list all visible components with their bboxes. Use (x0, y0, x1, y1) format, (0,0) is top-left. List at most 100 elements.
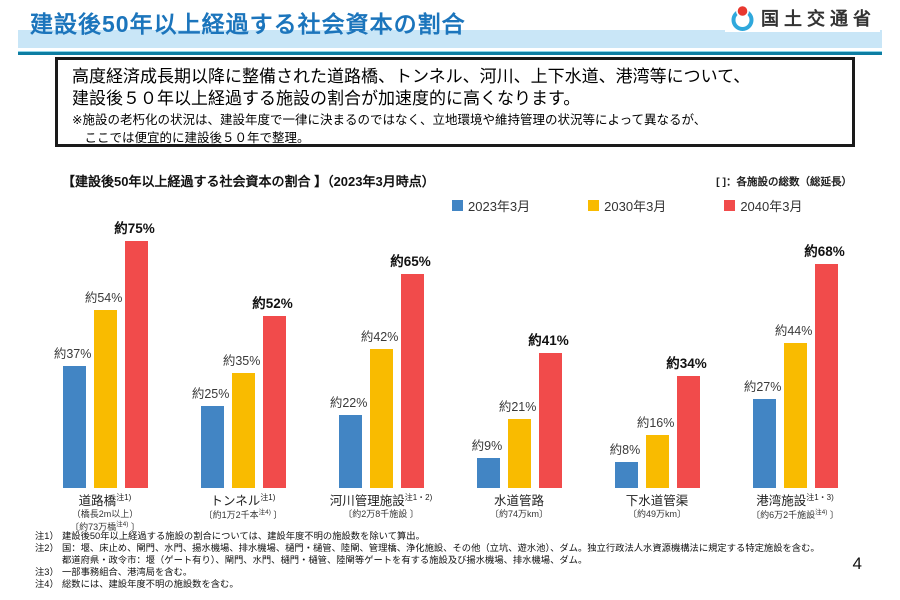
category-label-4: 水道管路 〔約74万km〕 (490, 490, 548, 521)
footnote-text: 国：堰、床止め、閘門、水門、揚水機場、排水機場、樋門・樋管、陸閘、管理橋、浄化施… (62, 542, 820, 553)
category-label-3: 河川管理施設注1・2) 〔約2万8千施設 〕 (330, 490, 433, 521)
bar-slot: 約37% (54, 225, 91, 488)
mlit-logo-text: 国土交通省 (761, 9, 876, 29)
category-name: 河川管理施設注1・2) (329, 492, 433, 508)
footnote-prefix: 注2） (35, 542, 59, 553)
category-sublabel: 〔約74万km〕 (489, 509, 549, 519)
bar-group-6: 約27% 約44% 約68% (744, 225, 845, 488)
category-sublabel: 〔約49万km〕 (627, 509, 687, 519)
legend-swatch (588, 200, 600, 211)
bar-2023年3月 (477, 458, 500, 488)
bar-2030年3月 (94, 309, 117, 488)
bar-value-label: 約25% (191, 386, 230, 401)
mlit-logo-icon (729, 4, 756, 32)
bar-value-label: 約22% (329, 396, 368, 411)
category-name: 道路橋注1) (78, 492, 132, 508)
bar-value-label: 約34% (666, 355, 707, 371)
bar-2030年3月 (646, 435, 669, 488)
bar-slot: 約54% (85, 225, 122, 488)
category-sublabel: 〔約2万8千施設 〕 (343, 509, 419, 519)
bar-slot: 約52% (252, 225, 293, 488)
bar-group-3: 約22% 約42% 約65% (330, 225, 431, 488)
bar-2023年3月 (615, 461, 638, 488)
footnote-line-4: 注3） 一部事務組合、港湾局を含む。 (35, 567, 880, 579)
chart-legend: 2023年3月 2030年3月 2040年3月 (452, 196, 802, 215)
summary-note-1: ※施設の老朽化の状況は、建設年度で一律に決まるのではなく、立地環境や維持管理の状… (72, 112, 707, 127)
bar-chart: 約37% 約54% 約75% 約25% 約35% 約52% 約22% 約42% 約65% 約9% 約… (0, 221, 900, 488)
category-label-6: 港湾施設注1・3) 〔約6万2千施設注4) 〕 (751, 490, 839, 522)
category-sublabel: 〔約73万橋注4) 〕 (70, 520, 140, 532)
bar-value-label: 約21% (498, 399, 537, 414)
summary-note-2: ここでは便宜的に建設後５０年で整理。 (84, 130, 310, 145)
legend-swatch (724, 200, 736, 211)
bar-slot: 約16% (637, 225, 674, 488)
bar-slot: 約75% (114, 221, 155, 488)
category-name: トンネル注1) (210, 492, 276, 508)
bar-value-label: 約65% (390, 253, 431, 269)
legend-item-2: 2030年3月 (588, 196, 666, 215)
footnotes: 注1） 建設後50年以上経過する施設の割合については、建設年度不明の施設数を除いて… (35, 531, 880, 590)
bar-slot: 約9% (472, 225, 502, 488)
bar-2040年3月 (401, 273, 424, 488)
footnote-line-2: 注2） 国：堰、床止め、閘門、水門、揚水機場、排水機場、樋門・樋管、陸閘、管理橋、… (35, 543, 880, 555)
summary-line-2: 建設後５０年以上経過する施設の割合が加速度的に高くなります。 (72, 88, 581, 108)
bar-2023年3月 (63, 365, 86, 488)
legend-item-3: 2040年3月 (724, 196, 802, 215)
bar-slot: 約25% (192, 225, 229, 488)
bar-group-4: 約9% 約21% 約41% (472, 225, 569, 488)
bar-value-label: 約68% (804, 243, 845, 259)
bar-value-label: 約52% (252, 296, 293, 312)
footnote-text: 総数には、建設年度不明の施設数を含む。 (62, 578, 239, 589)
footnote-prefix: 注3） (35, 566, 59, 577)
bar-2040年3月 (263, 316, 286, 488)
bar-2030年3月 (232, 372, 255, 488)
bracket-note: [ ]：各施設の総数（総延長） (716, 176, 852, 188)
bar-2040年3月 (815, 263, 838, 488)
bar-value-label: 約8% (609, 442, 641, 457)
bar-group-5: 約8% 約16% 約34% (610, 225, 707, 488)
bar-slot: 約34% (666, 225, 707, 488)
bar-2023年3月 (201, 405, 224, 488)
bar-slot: 約42% (361, 225, 398, 488)
bar-value-label: 約54% (84, 290, 123, 305)
footnote-line-3: 都道府県・政令市：堰（ゲート有り）、閘門、水門、樋門・樋管、陸閘等ゲートを有する… (62, 555, 880, 567)
bar-2023年3月 (753, 398, 776, 488)
footnote-line-1: 注1） 建設後50年以上経過する施設の割合については、建設年度不明の施設数を除いて… (35, 531, 880, 543)
bar-2030年3月 (508, 418, 531, 488)
bar-value-label: 約27% (743, 379, 782, 394)
footnote-line-5: 注4） 総数には、建設年度不明の施設数を含む。 (35, 579, 880, 591)
bar-slot: 約27% (744, 225, 781, 488)
category-name: 港湾施設注1・3) (756, 492, 834, 508)
bar-group-1: 約37% 約54% 約75% (54, 221, 155, 488)
bar-2040年3月 (125, 240, 148, 488)
bar-value-label: 約44% (774, 323, 813, 338)
bar-slot: 約41% (528, 225, 569, 488)
category-label-1: 道路橋注1) （橋長2m以上） 〔約73万橋注4) 〕 (70, 490, 140, 533)
bar-value-label: 約37% (53, 346, 92, 361)
bar-slot: 約68% (804, 225, 845, 488)
bar-group-2: 約25% 約35% 約52% (192, 225, 293, 488)
title-underline-line (18, 51, 882, 55)
mlit-logo: 国土交通省 (725, 4, 880, 32)
bar-2030年3月 (370, 349, 393, 488)
summary-box: 高度経済成長期以降に整備された道路橋、トンネル、河川、上下水道、港湾等について、… (55, 57, 855, 147)
summary-line-1: 高度経済成長期以降に整備された道路橋、トンネル、河川、上下水道、港湾等について、 (72, 67, 751, 86)
bar-value-label: 約9% (471, 439, 503, 454)
bar-value-label: 約41% (528, 332, 569, 348)
bar-value-label: 約42% (360, 330, 399, 345)
page-number: 4 (852, 554, 862, 573)
category-labels: 道路橋注1) （橋長2m以上） 〔約73万橋注4) 〕 トンネル注1) 〔約1万2千本注… (0, 490, 900, 536)
bar-slot: 約8% (610, 225, 640, 488)
category-name: 水道管路 (493, 494, 545, 508)
legend-swatch (452, 200, 463, 211)
bar-2023年3月 (339, 415, 362, 488)
category-sublabel: （橋長2m以上） (71, 509, 139, 519)
bar-2030年3月 (784, 342, 807, 488)
category-sublabel: 〔約6万2千施設注4) 〕 (751, 509, 839, 520)
category-sublabel: 〔約1万2千本注4) 〕 (203, 509, 283, 520)
legend-label: 2023年3月 (468, 199, 531, 214)
chart-title: 【建設後50年以上経過する社会資本の割合 】（2023年3月時点） (62, 174, 435, 189)
category-label-5: 下水道管渠 〔約49万km〕 (626, 490, 689, 521)
title-underline-band (18, 30, 882, 48)
